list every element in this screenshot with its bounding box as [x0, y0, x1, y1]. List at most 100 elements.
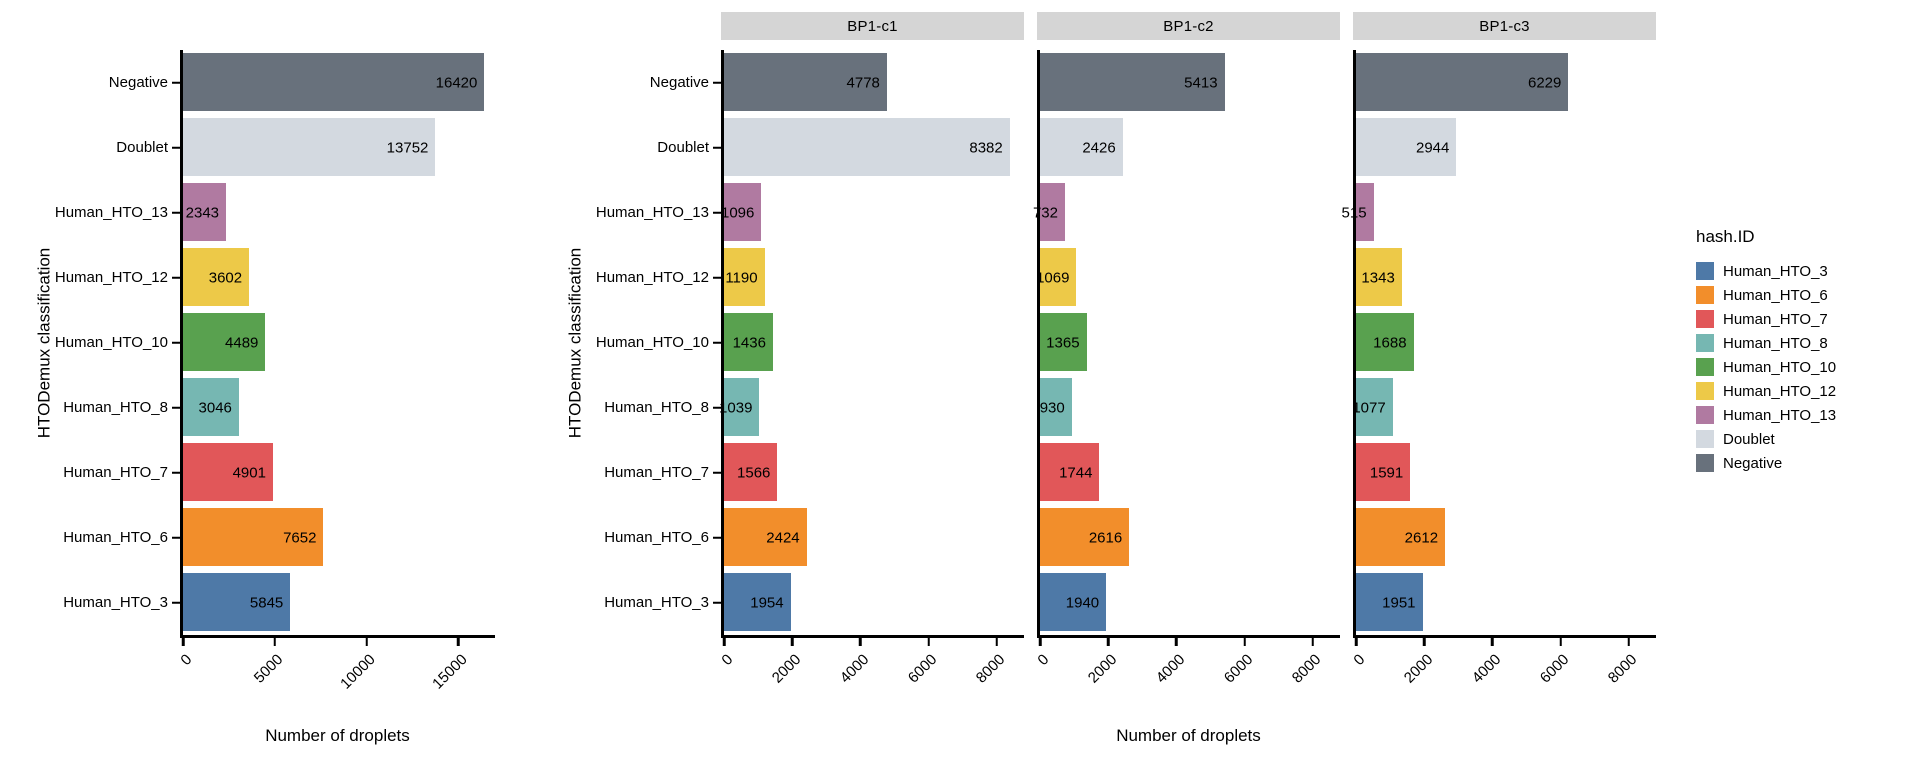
legend-item-label: Human_HTO_8: [1723, 334, 1828, 352]
bar-row: 1096: [721, 180, 1024, 245]
legend-swatch-human_hto_10: [1696, 358, 1714, 376]
y-axis-label: Doublet: [58, 115, 180, 180]
x-tick-label: 0: [718, 651, 737, 669]
legend-swatch-negative: [1696, 454, 1714, 472]
bar-row: 2343: [183, 180, 495, 245]
bar-row: 3602: [183, 245, 495, 310]
bar-value-label: 5845: [249, 594, 284, 611]
x-tick-mark: [1559, 638, 1562, 646]
bar-row: 2616: [1040, 505, 1340, 570]
bar-row: 1744: [1040, 440, 1340, 505]
bar-human_hto_7: [1356, 443, 1411, 501]
panel-column: BP1-c3 6229 2944 515 1343 1688 1077 1591 2612 195…: [1342, 12, 1656, 726]
x-tick-label: 0: [177, 651, 196, 669]
bar-row: 930: [1040, 375, 1340, 440]
legend-item: Human_HTO_7: [1696, 307, 1836, 331]
bar-row: 7652: [183, 505, 495, 570]
bar-value-label: 4778: [846, 74, 880, 91]
y-axis-title-facets: HTODemux classification: [561, 12, 589, 635]
y-axis-label: Negative: [589, 50, 721, 115]
x-tick-mark: [1311, 638, 1314, 646]
legend-swatch-human_hto_7: [1696, 310, 1714, 328]
bar-negative: [183, 53, 485, 111]
bar-value-label: 16420: [435, 74, 478, 91]
legend-swatch-doublet: [1696, 430, 1714, 448]
x-tick-label: 5000: [251, 651, 287, 687]
x-tick-mark: [859, 638, 862, 646]
x-tick-mark: [273, 638, 276, 646]
bar-value-label: 13752: [386, 139, 429, 156]
x-tick-label: 8000: [1289, 651, 1325, 687]
bar-row: 1951: [1356, 570, 1656, 635]
bar-doublet: [724, 118, 1010, 176]
bar-row: 1343: [1356, 245, 1656, 310]
y-axis-label: Human_HTO_13: [589, 180, 721, 245]
bar-row: 16420: [183, 50, 495, 115]
bar-human_hto_10: [183, 313, 266, 371]
bar-value-label: 2343: [185, 204, 220, 221]
x-tick-mark: [365, 638, 368, 646]
legend-item: Human_HTO_3: [1696, 259, 1836, 283]
y-axis-label: Human_HTO_10: [55, 310, 180, 375]
x-tick-mark: [790, 638, 794, 646]
bar-value-label: 8382: [969, 139, 1003, 156]
x-tick-mark: [1627, 638, 1630, 646]
x-tick-mark: [1175, 638, 1178, 646]
x-tick-mark: [1038, 638, 1042, 646]
bar-row: 1436: [724, 310, 1024, 375]
bar-value-label: 1744: [1059, 464, 1093, 481]
bar-negative: [724, 53, 887, 111]
y-axis-label: Human_HTO_12: [55, 245, 180, 310]
legend-item-label: Negative: [1723, 454, 1783, 472]
bar-human_hto_8: [183, 378, 239, 436]
plot-panel: 6229 2944 515 1343 1688 1077 1591 2612 1951: [1342, 50, 1656, 638]
x-axis: 0 2000 4000 6000 8000: [718, 638, 1024, 726]
bar-human_hto_8: [1356, 378, 1393, 436]
bar-doublet: [1040, 118, 1123, 176]
y-axis-labels: Negative Doublet Human_HTO_13 Human_HTO_12 H…: [589, 12, 721, 635]
legend-item: Negative: [1696, 451, 1836, 475]
y-axis-labels: Negative Doublet Human_HTO_13 Human_HTO_12 H…: [55, 12, 180, 635]
facet-strip-row: BP1-c2: [1037, 12, 1340, 40]
legend-item-label: Human_HTO_12: [1723, 382, 1837, 400]
bar-human_hto_13: [724, 183, 762, 241]
bar-value-label: 3602: [208, 269, 243, 286]
y-axis-label: Human_HTO_6: [589, 505, 721, 570]
y-axis-title-text: HTODemux classification: [565, 247, 584, 438]
bar-row: 3046: [183, 375, 495, 440]
x-tick-label: 4000: [836, 651, 873, 687]
legend-item-label: Human_HTO_10: [1723, 358, 1837, 376]
bar-value-label: 2424: [766, 529, 800, 546]
x-tick-label: 15000: [428, 651, 471, 693]
y-axis-label: Human_HTO_8: [58, 375, 180, 440]
y-axis-label: Human_HTO_3: [58, 570, 180, 635]
x-axis: 0 2000 4000 6000 8000: [1034, 638, 1340, 726]
bar-row: 1954: [724, 570, 1024, 635]
x-tick-mark: [995, 638, 998, 646]
legend-item: Human_HTO_10: [1696, 355, 1836, 379]
bar-human_hto_8: [1040, 378, 1072, 436]
bar-human_hto_13: [183, 183, 226, 241]
bar-row: 2612: [1356, 505, 1656, 570]
y-axis-label: Human_HTO_7: [589, 440, 721, 505]
bar-row: 1039: [719, 375, 1024, 440]
legend-item: Human_HTO_13: [1696, 403, 1836, 427]
bar-human_hto_13: [1040, 183, 1065, 241]
x-tick-label: 8000: [973, 651, 1009, 687]
bar-human_hto_13: [1356, 183, 1374, 241]
bar-value-label: 4901: [232, 464, 266, 481]
bar-row: 1591: [1356, 440, 1656, 505]
y-axis-title-text: HTODemux classification: [34, 247, 53, 438]
facet-panel-area: Negative Doublet Human_HTO_13 Human_HTO_12 H…: [589, 12, 1656, 750]
bar-row: 1940: [1040, 570, 1340, 635]
bar-human_hto_3: [724, 573, 791, 631]
x-tick-label: 6000: [1220, 651, 1257, 687]
legend-item: Doublet: [1696, 427, 1836, 451]
x-axis-title: Number of droplets: [1116, 726, 1261, 745]
bar-human_hto_6: [1356, 508, 1446, 566]
legend-swatch-human_hto_13: [1696, 406, 1714, 424]
bar-row: 1688: [1356, 310, 1656, 375]
bar-human_hto_6: [1040, 508, 1130, 566]
bar-row: 13752: [183, 115, 495, 180]
bar-value-label: 1365: [1046, 334, 1080, 351]
